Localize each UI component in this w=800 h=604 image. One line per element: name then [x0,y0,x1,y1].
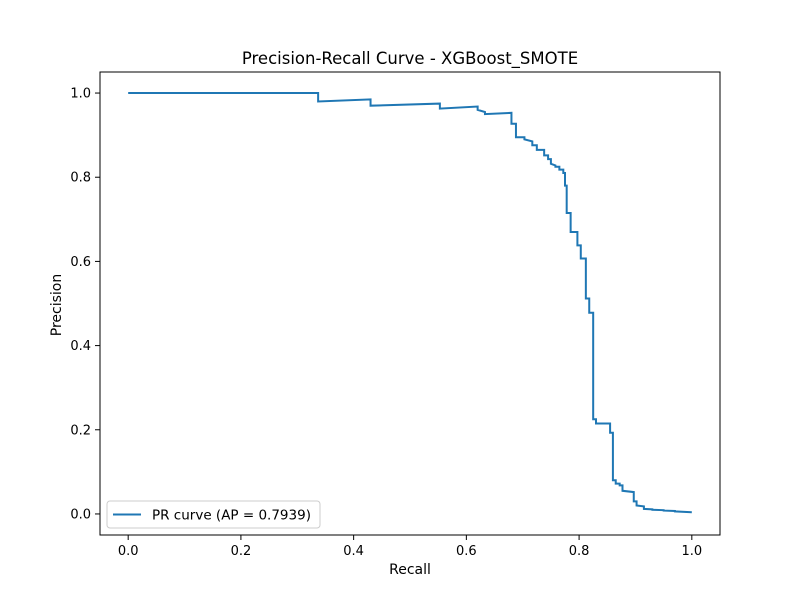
x-axis-label: Recall [389,562,431,578]
chart-title: Precision-Recall Curve - XGBoost_SMOTE [242,49,578,69]
y-tick-label: 0.8 [70,171,91,186]
x-tick-label: 0.8 [569,544,590,559]
x-tick-label: 0.6 [456,544,477,559]
plot-frame [99,71,721,536]
y-tick-label: 0.0 [70,507,91,522]
plot-area [99,71,721,536]
x-axis-ticks: 0.0 0.2 0.4 0.6 0.8 1.0 [118,535,702,559]
y-tick-label: 0.4 [70,339,91,354]
y-axis-ticks: 0.0 0.2 0.4 0.6 0.8 1.0 [70,87,100,522]
y-tick-label: 0.6 [70,255,91,270]
x-tick-label: 1.0 [681,544,702,559]
legend: PR curve (AP = 0.7939) [106,500,321,529]
legend-box [106,500,321,529]
y-axis-label: Precision [49,274,65,336]
y-tick-label: 1.0 [70,87,91,102]
legend-label: PR curve (AP = 0.7939) [152,508,311,524]
x-tick-label: 0.2 [231,544,252,559]
x-tick-label: 0.0 [118,544,139,559]
y-tick-label: 0.2 [70,423,91,438]
x-tick-label: 0.4 [343,544,364,559]
pr-curve-line [128,92,692,514]
